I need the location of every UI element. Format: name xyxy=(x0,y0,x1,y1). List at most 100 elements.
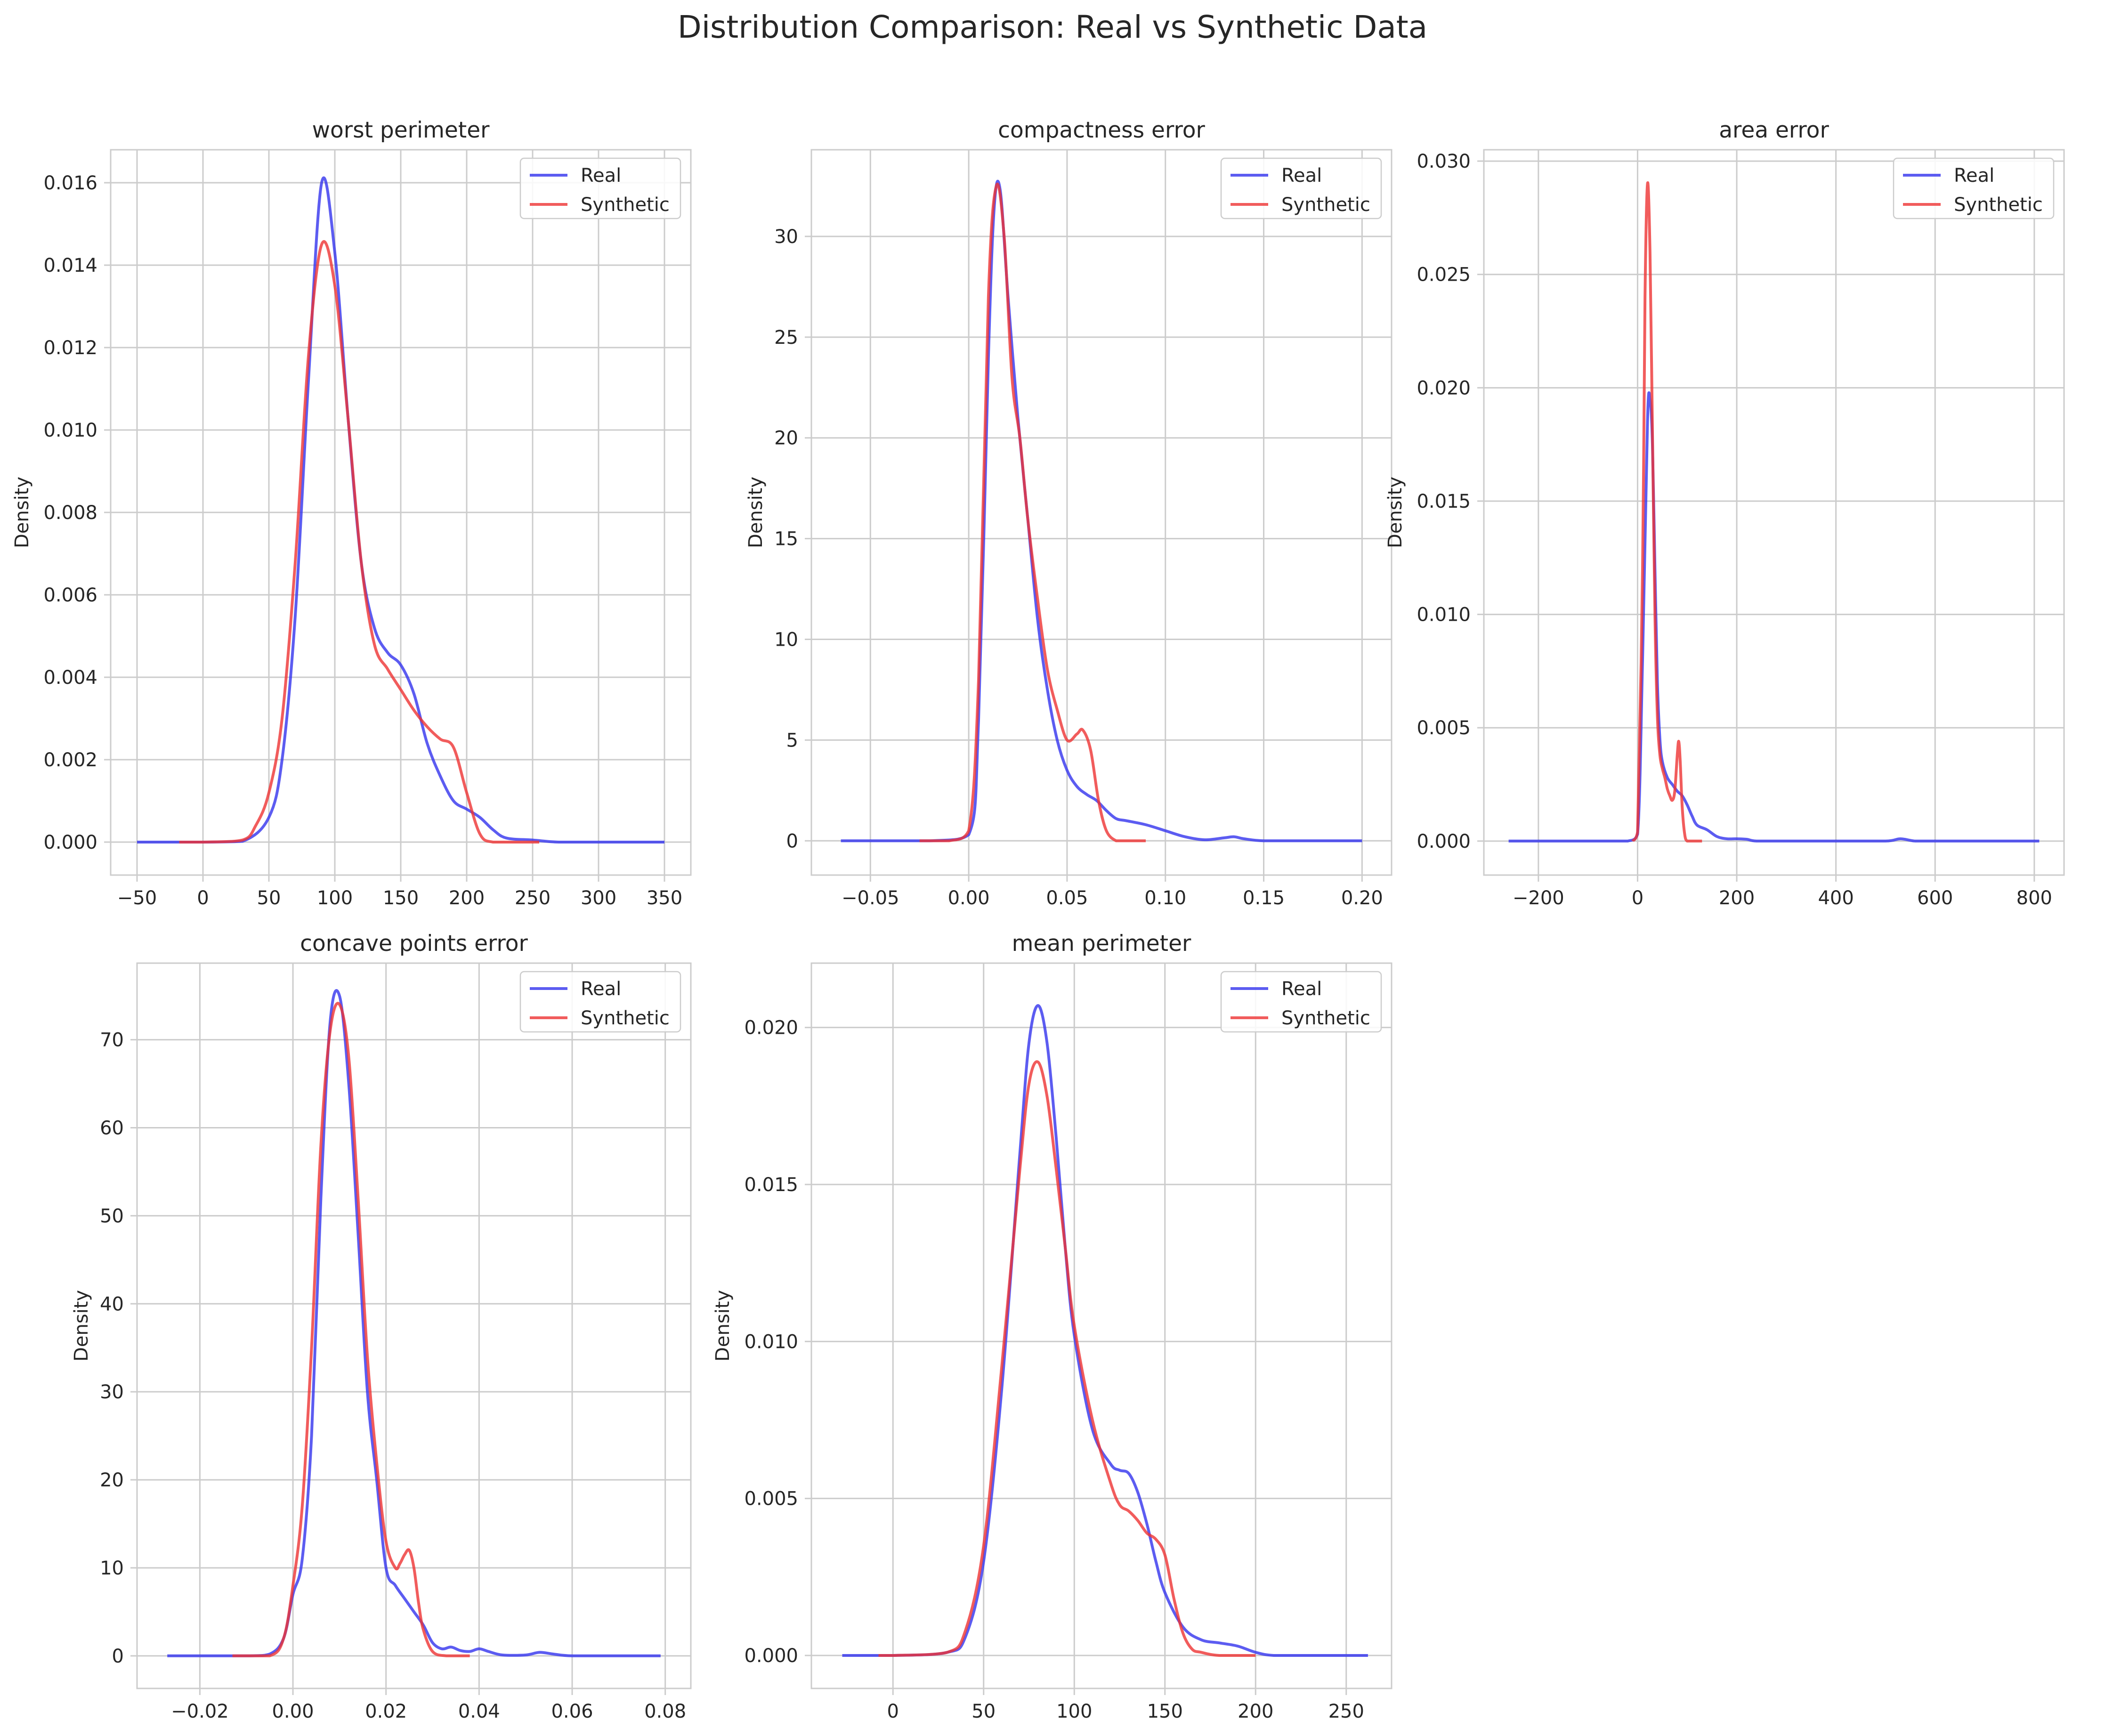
y-axis-label: Density xyxy=(1384,477,1406,548)
legend-entry: Synthetic xyxy=(1954,194,2043,216)
y-tick-label: 20 xyxy=(774,428,798,449)
y-tick-label: 0.000 xyxy=(1417,831,1471,852)
y-tick-label: 0.005 xyxy=(1417,717,1471,739)
legend: Real Synthetic xyxy=(1893,157,2055,219)
y-tick-label: 0.004 xyxy=(43,667,97,689)
x-tick-label: 0.02 xyxy=(365,1701,407,1722)
panel-title: worst perimeter xyxy=(312,117,490,143)
x-tick-label: 300 xyxy=(581,887,616,909)
series-line-synthetic xyxy=(179,240,539,844)
y-tick-label: 25 xyxy=(774,327,798,349)
x-tick-label: 100 xyxy=(317,887,353,909)
y-tick-label: 0.030 xyxy=(1417,151,1471,172)
panel-2: −200 0 200 400 600 800 0.000 0.005 0.010 0.015 0.0… xyxy=(1384,117,2065,909)
y-tick-label: 0.012 xyxy=(43,337,97,359)
x-tick-label: 0 xyxy=(887,1701,899,1722)
x-tick-label: 150 xyxy=(383,887,419,909)
legend-entry: Real xyxy=(581,978,621,1000)
x-tick-label: 200 xyxy=(1238,1701,1273,1722)
x-tick-label: 0.08 xyxy=(644,1701,686,1722)
y-tick-label: 0.015 xyxy=(744,1174,798,1196)
y-tick-label: 0.020 xyxy=(744,1017,798,1039)
x-tick-label: 800 xyxy=(2016,887,2052,909)
x-tick-label: 200 xyxy=(1719,887,1755,909)
y-tick-label: 0.015 xyxy=(1417,491,1471,512)
y-tick-label: 30 xyxy=(774,226,798,248)
y-tick-label: 40 xyxy=(100,1293,124,1315)
x-tick-label: 0.06 xyxy=(551,1701,593,1722)
x-tick-label: 0.00 xyxy=(948,887,990,909)
plot-area xyxy=(810,962,1393,1689)
y-tick-label: 0.010 xyxy=(1417,604,1471,626)
x-tick-label: 50 xyxy=(257,887,281,909)
y-tick-label: 0.020 xyxy=(1417,377,1471,399)
x-tick-label: 0 xyxy=(1632,887,1644,909)
y-tick-label: 0.000 xyxy=(43,832,97,853)
legend-entry: Synthetic xyxy=(581,194,670,216)
y-tick-label: 20 xyxy=(100,1469,124,1491)
y-tick-label: 0.016 xyxy=(43,172,97,194)
x-tick-label: 250 xyxy=(515,887,551,909)
series-line-synthetic xyxy=(232,1002,470,1657)
x-tick-label: −50 xyxy=(117,887,157,909)
x-tick-label: −0.05 xyxy=(842,887,899,909)
panel-title: compactness error xyxy=(998,117,1205,143)
figure-title: Distribution Comparison: Real vs Synthet… xyxy=(678,9,1427,45)
y-tick-label: 0.010 xyxy=(43,420,97,441)
series-group xyxy=(167,989,661,1657)
x-tick-label: −200 xyxy=(1513,887,1564,909)
legend-entry: Synthetic xyxy=(581,1007,670,1029)
x-tick-label: 50 xyxy=(972,1701,996,1722)
y-tick-label: 50 xyxy=(100,1205,124,1227)
legend-entry: Synthetic xyxy=(1281,1007,1370,1029)
y-tick-label: 30 xyxy=(100,1381,124,1403)
y-tick-label: 0 xyxy=(786,830,798,852)
panels: −50 0 50 100 150 200 250 300 3500.0000.0020.0040… xyxy=(11,117,2065,1722)
panel-0: −50 0 50 100 150 200 250 300 350 0.000 0.002 0.004 0… xyxy=(11,117,692,909)
y-tick-label: 15 xyxy=(774,528,798,550)
legend: Real Synthetic xyxy=(519,157,681,219)
series-line-synthetic xyxy=(878,1060,1256,1657)
y-tick-label: 0.002 xyxy=(43,749,97,771)
y-axis-label: Density xyxy=(745,477,767,548)
x-tick-label: 0.20 xyxy=(1341,887,1383,909)
panel-title: concave points error xyxy=(300,931,528,957)
legend: Real Synthetic xyxy=(1220,971,1382,1033)
series-line-real xyxy=(841,179,1362,843)
x-tick-label: 400 xyxy=(1818,887,1854,909)
panel-title: mean perimeter xyxy=(1012,931,1191,957)
plot-area xyxy=(810,149,1393,876)
plot-area xyxy=(136,962,692,1689)
x-tick-label: 0 xyxy=(197,887,209,909)
legend-entry: Real xyxy=(1954,165,1994,187)
y-axis-label: Density xyxy=(712,1290,734,1362)
legend-entry: Real xyxy=(1281,165,1322,187)
series-line-synthetic xyxy=(1631,181,1702,843)
y-tick-label: 0.014 xyxy=(43,255,97,276)
series-line-real xyxy=(167,989,661,1657)
x-tick-label: 0.04 xyxy=(458,1701,500,1722)
y-tick-label: 10 xyxy=(100,1558,124,1579)
y-axis-label: Density xyxy=(71,1290,92,1362)
legend: Real Synthetic xyxy=(519,971,681,1033)
x-tick-label: 350 xyxy=(647,887,682,909)
series-group xyxy=(1508,181,2040,843)
x-tick-label: 100 xyxy=(1056,1701,1092,1722)
x-tick-label: 0.10 xyxy=(1144,887,1186,909)
y-tick-label: 0.006 xyxy=(43,584,97,606)
x-tick-label: −0.02 xyxy=(171,1701,229,1722)
y-tick-label: 0.025 xyxy=(1417,264,1471,286)
series-group xyxy=(137,176,664,844)
plot-area xyxy=(1483,149,2065,876)
series-group xyxy=(842,1004,1368,1657)
series-line-synthetic xyxy=(919,182,1146,843)
y-tick-label: 60 xyxy=(100,1117,124,1139)
y-tick-label: 0.005 xyxy=(744,1488,798,1510)
legend-entry: Synthetic xyxy=(1281,194,1370,216)
y-tick-label: 0.008 xyxy=(43,502,97,524)
legend: Real Synthetic xyxy=(1220,157,1382,219)
x-tick-label: 0.00 xyxy=(272,1701,314,1722)
series-group xyxy=(841,179,1362,843)
x-tick-label: 0.15 xyxy=(1243,887,1285,909)
